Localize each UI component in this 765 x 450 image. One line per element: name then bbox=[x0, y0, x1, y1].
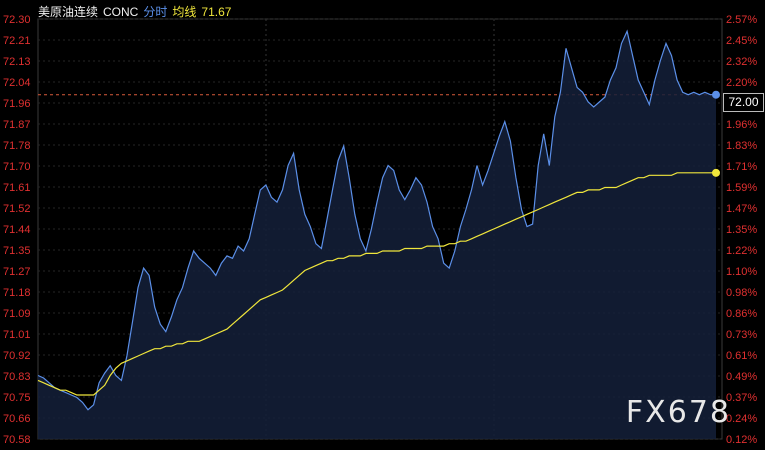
y-tick-label-left: 71.70 bbox=[3, 161, 31, 173]
y-tick-label-right: 2.32% bbox=[726, 56, 757, 68]
y-tick-label-left: 72.13 bbox=[3, 56, 31, 68]
chart-header: 美原油连续 CONC 分时 均线 71.67 bbox=[38, 3, 236, 20]
average-label: 均线 bbox=[172, 5, 197, 19]
y-tick-label-left: 72.30 bbox=[3, 14, 31, 26]
y-tick-label-left: 71.87 bbox=[3, 119, 31, 131]
y-tick-label-right: 1.35% bbox=[726, 224, 757, 236]
y-tick-label-left: 71.52 bbox=[3, 203, 31, 215]
average-line bbox=[37, 172, 716, 396]
y-tick-label-right: 1.10% bbox=[726, 266, 757, 278]
y-tick-label-left: 71.78 bbox=[3, 140, 31, 152]
mode-label: 分时 bbox=[143, 5, 168, 19]
watermark: FX678 bbox=[625, 395, 731, 430]
y-tick-label-left: 70.92 bbox=[3, 350, 31, 362]
y-tick-label-left: 71.44 bbox=[3, 224, 31, 236]
y-tick-label-right: 1.83% bbox=[726, 140, 757, 152]
y-tick-label-right: 0.86% bbox=[726, 308, 757, 320]
y-tick-label-right: 0.49% bbox=[726, 371, 757, 383]
price-line bbox=[37, 29, 716, 411]
y-tick-label-right: 1.59% bbox=[726, 182, 757, 194]
y-tick-label-right: 0.37% bbox=[726, 392, 757, 404]
price-last-point bbox=[712, 90, 720, 99]
y-tick-label-right: 1.96% bbox=[726, 119, 757, 131]
y-tick-label-left: 71.35 bbox=[3, 245, 31, 257]
y-tick-label-left: 71.01 bbox=[3, 329, 31, 341]
y-tick-label-left: 72.21 bbox=[3, 35, 31, 47]
y-tick-label-left: 70.58 bbox=[3, 434, 31, 446]
y-tick-label-left: 71.61 bbox=[3, 182, 31, 194]
average-last-point bbox=[712, 168, 720, 177]
y-tick-label-right: 0.24% bbox=[726, 413, 757, 425]
y-tick-label-right: 0.73% bbox=[726, 329, 757, 341]
y-tick-label-right: 1.71% bbox=[726, 161, 757, 173]
instrument-code: CONC bbox=[103, 5, 139, 19]
y-tick-label-right: 2.57% bbox=[726, 14, 757, 26]
y-tick-label-right: 0.98% bbox=[726, 287, 757, 299]
instrument-name: 美原油连续 bbox=[38, 5, 99, 19]
y-tick-label-left: 70.66 bbox=[3, 413, 31, 425]
y-tick-label-right: 2.45% bbox=[726, 35, 757, 47]
y-tick-label-left: 70.75 bbox=[3, 392, 31, 404]
y-tick-label-left: 71.96 bbox=[3, 98, 31, 110]
average-value: 71.67 bbox=[201, 5, 232, 19]
y-tick-label-right: 1.47% bbox=[726, 203, 757, 215]
y-tick-label-left: 71.27 bbox=[3, 266, 31, 278]
right-percent-axis: 2.57%2.45%2.32%2.20%2.08%1.96%1.83%1.71%… bbox=[726, 14, 757, 446]
y-tick-label-right: 0.61% bbox=[726, 350, 757, 362]
y-tick-label-left: 72.04 bbox=[3, 77, 31, 89]
y-tick-label-left: 71.09 bbox=[3, 308, 31, 320]
y-tick-label-right: 0.12% bbox=[726, 434, 757, 446]
y-tick-label-left: 71.18 bbox=[3, 287, 31, 299]
left-price-axis: 72.30 72.21 72.13 72.04 71.96 71.87 71.78 71.70… bbox=[3, 14, 31, 446]
last-price-box: 72.00 bbox=[723, 93, 764, 112]
y-tick-label-right: 2.20% bbox=[726, 77, 757, 89]
y-tick-label-left: 70.83 bbox=[3, 371, 31, 383]
y-tick-label-right: 1.22% bbox=[726, 245, 757, 257]
